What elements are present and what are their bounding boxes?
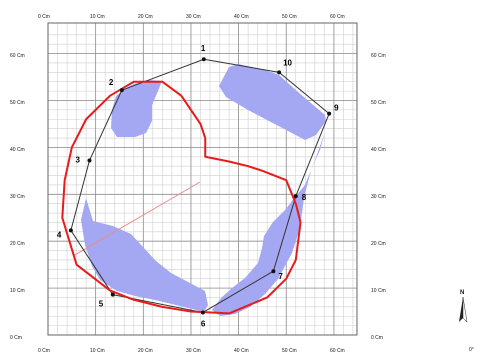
x-top-tick: 20 Cm [138, 14, 153, 20]
y-left-tick: 50 Cm [10, 100, 25, 106]
x-top-tick: 40 Cm [234, 14, 249, 20]
vertex-markers: 1 10 9 8 7 6 5 4 3 2 [57, 44, 339, 328]
x-top-tick: 50 Cm [282, 14, 297, 20]
vertex-label: 6 [201, 319, 206, 328]
vertex-dot [119, 88, 124, 93]
y-left-tick: 40 Cm [10, 147, 25, 153]
y-axis-right-labels: 0 Cm 10 Cm 20 Cm 30 Cm 40 Cm 50 Cm 60 Cm [371, 53, 386, 341]
x-top-tick: 60 Cm [330, 14, 345, 20]
vertex-dot [271, 269, 276, 274]
shaded-region-top-right [219, 64, 326, 140]
y-right-tick: 40 Cm [371, 147, 386, 153]
y-right-tick: 20 Cm [371, 241, 386, 247]
vertex-dot [293, 194, 298, 199]
vertex-dot [110, 292, 115, 297]
vertex-dot [68, 228, 73, 233]
x-bottom-tick: 10 Cm [90, 348, 105, 353]
y-right-tick: 30 Cm [371, 194, 386, 200]
radial-line [72, 181, 201, 257]
compass-arrow-icon [459, 296, 468, 323]
y-left-tick: 30 Cm [10, 194, 25, 200]
y-left-tick: 20 Cm [10, 241, 25, 247]
x-bottom-tick: 20 Cm [138, 348, 153, 353]
y-right-tick: 50 Cm [371, 100, 386, 106]
x-axis-top-labels: 0 Cm 10 Cm 20 Cm 30 Cm 40 Cm 50 Cm 60 Cm [38, 14, 345, 20]
vertex-dot [327, 111, 332, 116]
vertex-label: 9 [334, 104, 339, 113]
compass-degree: 0° [469, 347, 474, 353]
vertex-dot [201, 57, 206, 62]
vertex-label: 7 [278, 272, 283, 281]
grid-major-lines [48, 23, 357, 335]
y-left-tick: 60 Cm [10, 53, 25, 59]
x-top-tick: 10 Cm [90, 14, 105, 20]
y-left-tick: 0 Cm [10, 335, 22, 341]
x-bottom-tick: 0 Cm [38, 348, 50, 353]
vertex-label: 4 [57, 230, 62, 239]
compass-letter: N [460, 290, 464, 296]
compass: N 0° [459, 290, 474, 353]
vertex-dot [277, 70, 282, 75]
shaded-region-bottom-left [81, 198, 208, 312]
x-bottom-tick: 50 Cm [282, 348, 297, 353]
vertex-label: 3 [75, 156, 80, 165]
y-right-tick: 10 Cm [371, 288, 386, 294]
vertex-label: 1 [201, 44, 206, 53]
x-top-tick: 0 Cm [38, 14, 50, 20]
x-bottom-tick: 30 Cm [186, 348, 201, 353]
vertex-label: 2 [109, 78, 114, 87]
vertex-label: 8 [302, 193, 307, 202]
y-left-tick: 10 Cm [10, 288, 25, 294]
vertex-dot [200, 310, 205, 315]
x-bottom-tick: 40 Cm [234, 348, 249, 353]
x-axis-bottom-labels: 0 Cm 10 Cm 20 Cm 30 Cm 40 Cm 50 Cm 60 Cm [38, 348, 345, 353]
shaded-region-right [212, 132, 325, 316]
y-axis-left-labels: 0 Cm 10 Cm 20 Cm 30 Cm 40 Cm 50 Cm 60 Cm [10, 53, 25, 341]
red-outline [61, 80, 302, 315]
vertex-label: 10 [283, 58, 292, 67]
y-right-tick: 0 Cm [371, 335, 383, 341]
shaded-region-top-left [111, 80, 162, 137]
y-right-tick: 60 Cm [371, 53, 386, 59]
x-bottom-tick: 60 Cm [330, 348, 345, 353]
vertex-label: 5 [99, 300, 104, 309]
x-top-tick: 30 Cm [186, 14, 201, 20]
vertex-dot [87, 158, 92, 163]
plot-border [47, 22, 358, 336]
